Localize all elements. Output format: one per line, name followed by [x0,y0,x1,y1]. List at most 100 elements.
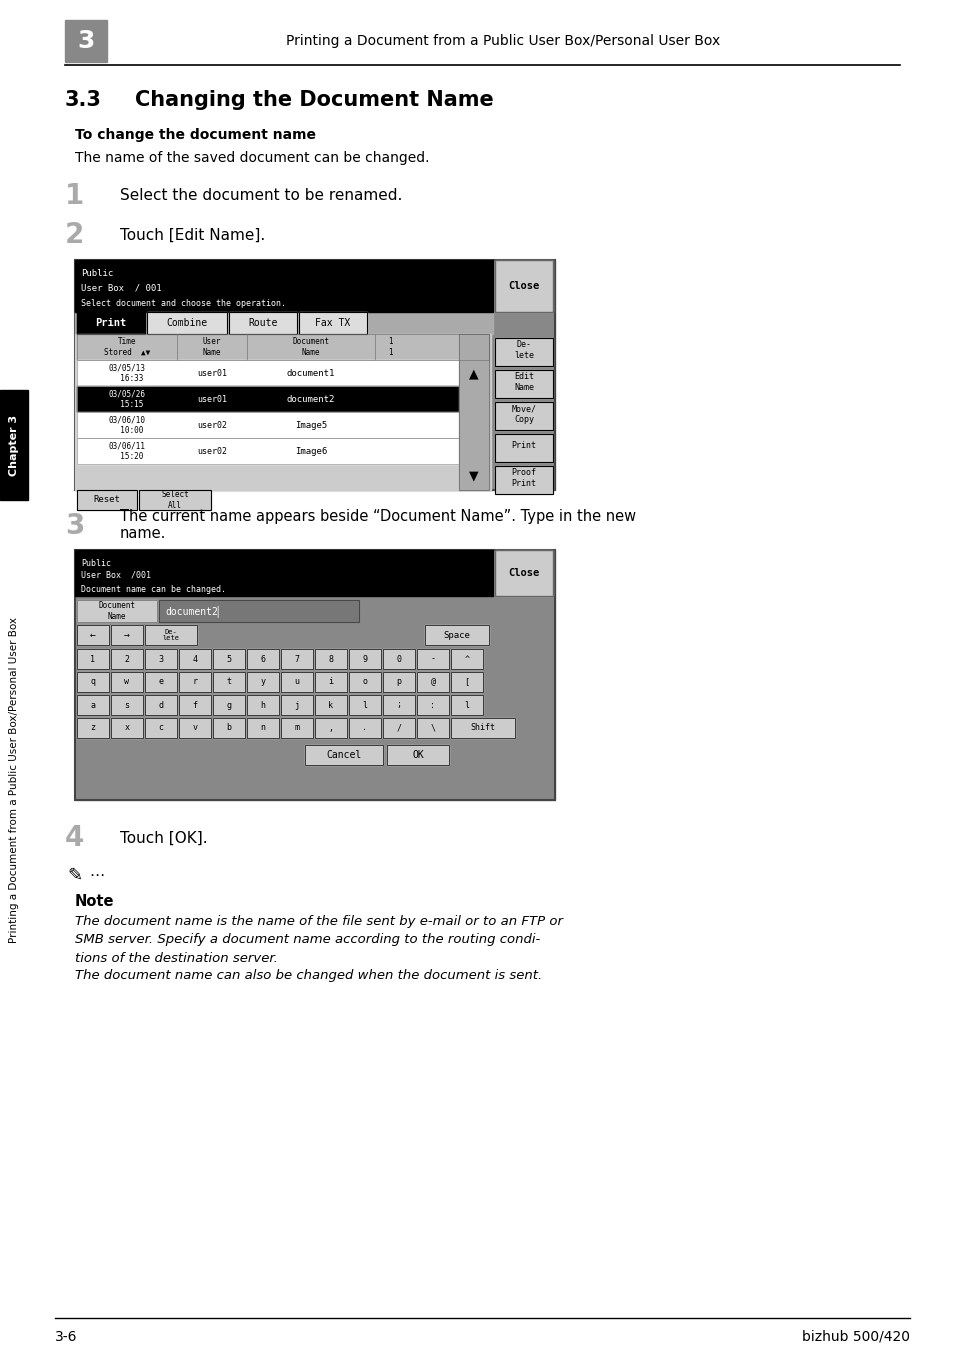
Text: 4: 4 [193,654,197,664]
Bar [495,338,553,366]
Text: s: s [125,700,130,710]
Text: The name of the saved document can be changed.: The name of the saved document can be ch… [75,151,429,165]
Text: r: r [193,677,197,687]
Text: o: o [362,677,367,687]
Bar [77,649,109,669]
Text: 7: 7 [294,654,299,664]
Bar [77,649,109,669]
Bar [458,334,489,489]
Bar [111,718,143,738]
Bar [145,625,196,645]
Bar [451,718,515,738]
Bar [213,695,245,715]
Bar [77,334,489,360]
Bar [298,312,367,334]
Bar [382,672,415,692]
Bar [77,412,458,438]
Bar [111,672,143,692]
Bar [349,649,380,669]
Text: Document
Name: Document Name [98,602,135,621]
Text: u: u [294,677,299,687]
Text: Select the document to be renamed.: Select the document to be renamed. [120,188,402,204]
Bar [382,718,415,738]
Text: Space: Space [443,630,470,639]
Bar [247,695,278,715]
Text: Move/
Copy: Move/ Copy [511,404,536,423]
Bar [213,718,245,738]
Bar [495,402,553,430]
Bar [281,672,313,692]
Text: 3-6: 3-6 [55,1330,77,1344]
Bar [314,718,347,738]
Bar [349,695,380,715]
Text: t: t [226,677,232,687]
Text: b: b [226,723,232,733]
Text: document2: document2 [287,395,335,403]
Bar [416,672,449,692]
Text: f: f [193,700,197,710]
Text: 03/05/26
  15:15: 03/05/26 15:15 [109,389,146,408]
Bar [77,718,109,738]
Text: Proof
Print: Proof Print [511,468,536,488]
Bar [111,695,143,715]
Text: q: q [91,677,95,687]
Bar [451,649,482,669]
Bar [77,334,489,360]
Bar [495,338,553,366]
Text: 03/06/10
  10:00: 03/06/10 10:00 [109,415,146,435]
Text: 8: 8 [328,654,334,664]
Bar [213,718,245,738]
Text: l: l [362,700,367,710]
Text: Image5: Image5 [294,420,327,430]
Bar [416,649,449,669]
Bar [451,672,482,692]
Bar [111,649,143,669]
Bar [451,649,482,669]
Bar [145,695,177,715]
Bar [349,649,380,669]
Bar [145,649,177,669]
Bar [77,387,458,412]
Text: Print: Print [511,442,536,450]
Text: 1
1: 1 1 [387,337,392,357]
Text: Select document and choose the operation.: Select document and choose the operation… [81,300,286,308]
Text: \: \ [430,723,435,733]
Bar [77,695,109,715]
Bar [77,489,137,510]
Bar [314,649,347,669]
Bar [229,312,296,334]
Text: ▲: ▲ [469,368,478,380]
Bar [77,489,137,510]
Bar [179,672,211,692]
Bar [77,412,458,438]
Text: m: m [294,723,299,733]
Bar [77,625,109,645]
Text: ;: ; [396,700,401,710]
Bar [382,695,415,715]
Text: ⋯: ⋯ [89,868,104,883]
Bar [495,260,553,312]
Text: x: x [125,723,130,733]
Text: e: e [158,677,163,687]
Bar [387,745,449,765]
Text: Shift: Shift [470,723,495,733]
Bar [451,695,482,715]
Text: The document name can also be changed when the document is sent.: The document name can also be changed wh… [75,969,541,983]
Bar [77,600,157,622]
Text: g: g [226,700,232,710]
Bar [111,625,143,645]
Bar [77,360,458,387]
Text: User Box  /001: User Box /001 [81,571,151,580]
Text: 0: 0 [396,654,401,664]
Text: w: w [125,677,130,687]
Text: 9: 9 [362,654,367,664]
Bar [382,672,415,692]
Bar [159,600,358,622]
Bar [247,718,278,738]
Text: Combine: Combine [166,318,208,329]
Bar [75,312,493,334]
Bar [213,672,245,692]
Bar [416,695,449,715]
Bar [495,550,553,596]
Text: z: z [91,723,95,733]
